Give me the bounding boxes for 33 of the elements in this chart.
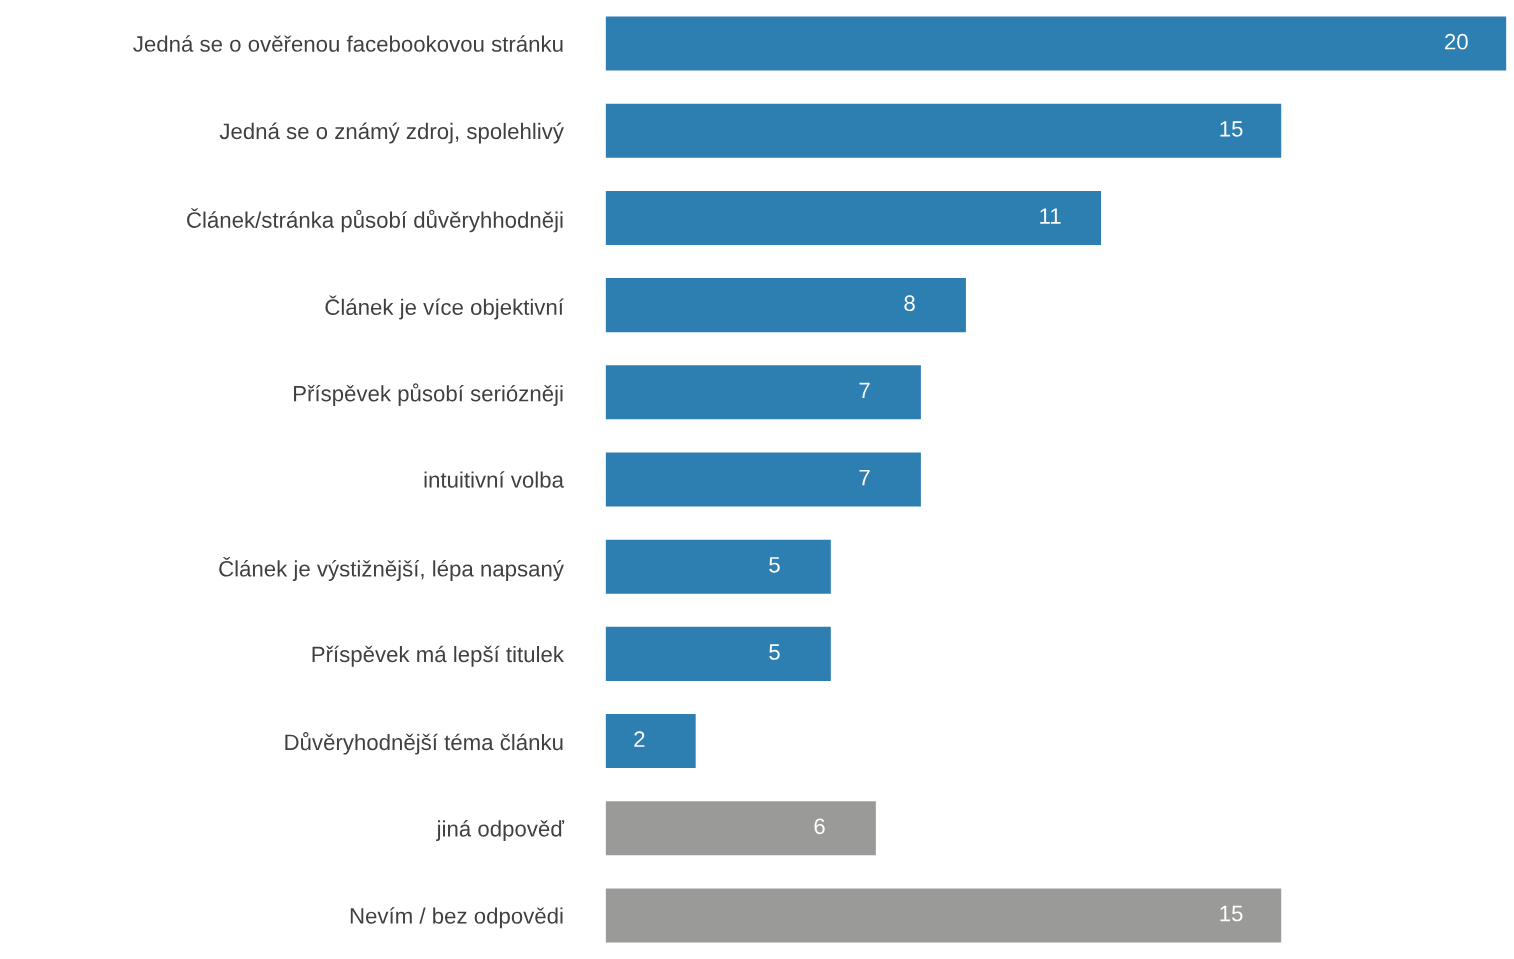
y-tick-label: Nevím / bez odpovědi bbox=[350, 907, 563, 929]
y-tick-label: Článek je výstižnější, lépa napsaný bbox=[219, 556, 564, 581]
bar bbox=[605, 103, 1282, 158]
y-tick-label: Příspěvek má lepší titulek bbox=[312, 645, 564, 667]
data-label: 7 bbox=[859, 382, 870, 399]
y-tick-label: Důvěryhodnější téma článku bbox=[285, 732, 563, 755]
data-label: 15 bbox=[1220, 121, 1243, 137]
y-tick-label: Jedná se o známý zdroj, spolehlivý bbox=[219, 122, 564, 144]
bar bbox=[605, 801, 876, 856]
bar bbox=[605, 539, 831, 594]
bar bbox=[605, 365, 921, 420]
y-tick-label: Příspěvek působí seriózněji bbox=[294, 383, 563, 406]
data-label: 8 bbox=[904, 295, 915, 312]
bar bbox=[605, 888, 1282, 943]
data-label: 2 bbox=[634, 731, 645, 747]
bar bbox=[605, 190, 1102, 245]
y-tick-label: Článek je více objektivní bbox=[325, 295, 564, 320]
bar bbox=[605, 714, 696, 769]
data-label: 5 bbox=[769, 644, 780, 660]
data-label: 20 bbox=[1445, 33, 1468, 50]
data-label: 11 bbox=[1040, 208, 1061, 224]
data-label: 7 bbox=[859, 469, 870, 486]
bar bbox=[605, 278, 966, 333]
y-tick-label: Jedná se o ověřenou facebookovou stránku bbox=[133, 35, 563, 52]
bar bbox=[605, 626, 831, 681]
bar bbox=[605, 452, 921, 507]
data-label: 5 bbox=[769, 557, 780, 573]
y-tick-label: jiná odpověď bbox=[436, 820, 565, 842]
y-tick-label: intuitivní volba bbox=[424, 471, 564, 488]
bar bbox=[605, 16, 1507, 71]
data-label: 6 bbox=[814, 818, 825, 835]
data-label: 15 bbox=[1220, 905, 1243, 922]
y-tick-label: Článek/stránka působí důvěryhhodněji bbox=[187, 208, 563, 233]
